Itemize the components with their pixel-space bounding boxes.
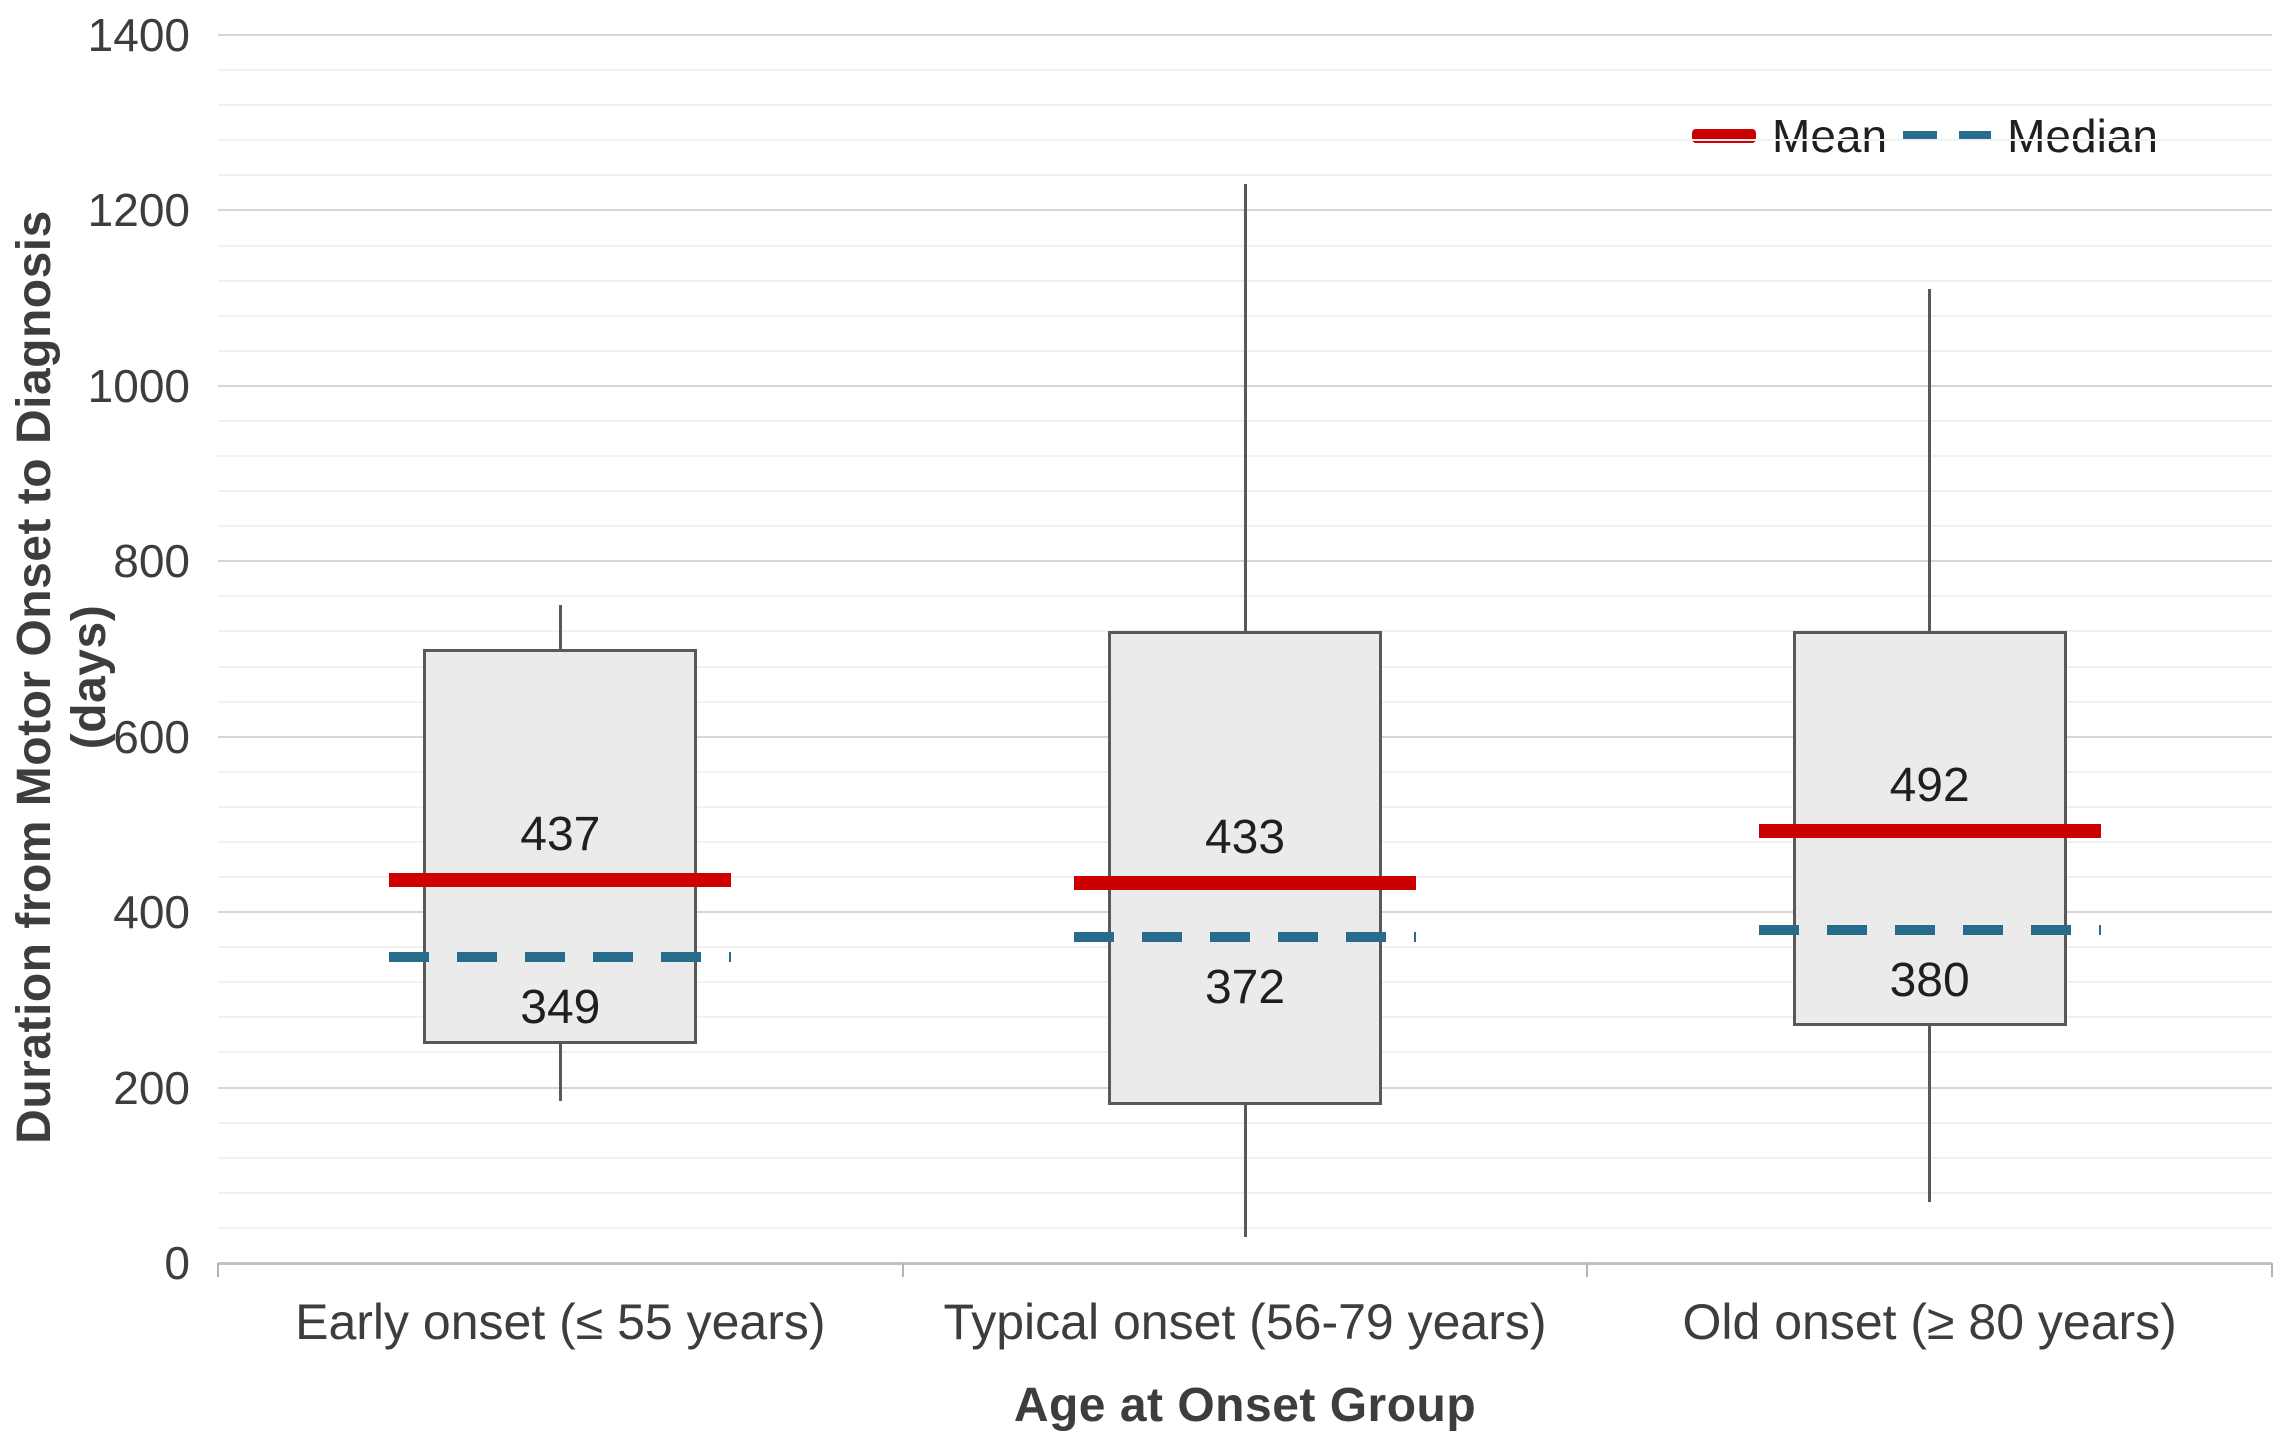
minor-gridline [218,139,2272,142]
median-value-label: 349 [520,980,601,1034]
y-tick-label: 1400 [87,9,190,61]
mean-value-label: 437 [520,807,601,861]
mean-line [1074,876,1416,891]
y-tick-label: 800 [113,535,190,588]
minor-gridline [218,69,2272,72]
y-tick-label: 0 [164,1237,190,1289]
legend-label-median: Median [2007,110,2158,162]
x-axis-tick [2271,1263,2273,1277]
upper-whisker [1928,289,1932,632]
median-value-label: 372 [1204,960,1286,1014]
y-tick-label: 1200 [87,184,190,237]
mean-value-label: 433 [1204,811,1286,865]
median-value-label: 380 [1889,953,1970,1007]
iqr-box [423,649,698,1044]
y-tick-label: 1000 [87,359,190,412]
category-label: Old onset (≥ 80 years) [1682,1294,2177,1350]
x-axis-title: Age at Onset Group [1013,1379,1477,1432]
mean-line [1758,824,2101,839]
minor-gridline [218,174,2272,177]
y-tick-label: 400 [113,886,190,939]
y-axis-title: Duration from Motor Onset to Diagnosis (… [8,210,116,1144]
mean-value-label: 492 [1889,759,1970,813]
category-label: Typical onset (56-79 years) [943,1294,1547,1350]
x-axis-line [218,1262,2272,1265]
median-line-swatch [1903,131,1992,141]
median-line [1758,924,2101,935]
y-tick-label: 600 [113,710,190,763]
upper-whisker [558,605,562,649]
lower-whisker [558,1043,562,1101]
mean-line [389,872,732,887]
x-axis-tick [901,1263,904,1277]
minor-gridline [218,104,2272,107]
median-line [389,951,732,962]
legend: Mean Median [1692,106,2158,166]
category-label: Early onset (≤ 55 years) [295,1294,826,1350]
legend-label-mean: Mean [1772,110,1888,162]
iqr-box [1108,631,1382,1106]
major-gridline [218,34,2272,36]
y-tick-label: 200 [113,1061,190,1114]
lower-whisker [1243,1105,1247,1237]
x-axis-tick [217,1263,219,1277]
median-line [1074,931,1416,942]
lower-whisker [1928,1026,1932,1202]
x-axis-tick [1586,1263,1589,1277]
upper-whisker [1243,184,1247,632]
